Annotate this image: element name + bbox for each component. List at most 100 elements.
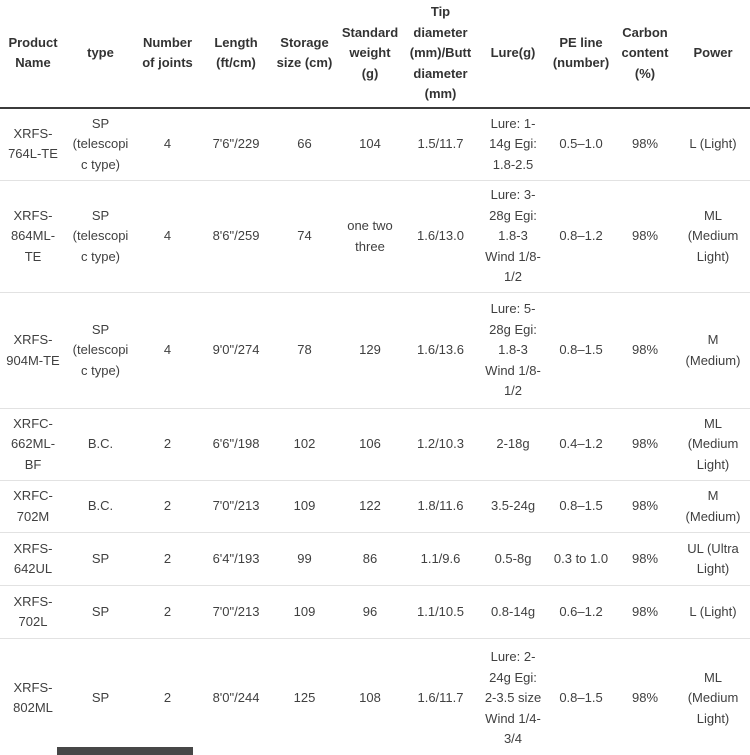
cell-product: XRFS-702L xyxy=(0,585,66,640)
cell-carbon: 98% xyxy=(614,585,676,640)
table-row: XRFS-864ML-TE SP (telescopic type) 4 8'6… xyxy=(0,180,750,294)
cell-joints: 2 xyxy=(135,408,200,482)
cell-tip: 1.6/11.7 xyxy=(417,690,464,706)
cell-product: XRFC-702M xyxy=(0,480,66,534)
header-product-name: Product Name xyxy=(0,0,66,109)
header-length: Length (ft/cm) xyxy=(200,0,272,109)
cell-lure: 3.5-24g xyxy=(478,480,548,534)
cell-pe: 0.8–1.5 xyxy=(548,480,614,534)
cell-product: XRFS-802ML xyxy=(13,679,53,716)
cell-carbon: 98% xyxy=(614,480,676,534)
cell-power: M (Medium) xyxy=(676,292,750,410)
cell-length: 7'0"/213 xyxy=(200,480,272,534)
table-row: XRFS-802ML SP 2 8'0"/244 125 108 1.6/11.… xyxy=(0,639,750,755)
cell-tip: 1.6/13.0 xyxy=(403,180,478,294)
cell-length: 8'6"/259 xyxy=(200,180,272,294)
header-power: Power xyxy=(676,0,750,109)
cell-lure: Lure: 3-28g Egi: 1.8-3 Wind 1/8-1/2 xyxy=(478,180,548,294)
cell-weight: 106 xyxy=(337,408,403,482)
cell-storage: 109 xyxy=(272,585,337,640)
header-pe-line: PE line (number) xyxy=(548,0,614,109)
cell-joints: 2 xyxy=(135,480,200,534)
cell-tip: 1.1/10.5 xyxy=(403,585,478,640)
cell-storage: 102 xyxy=(272,408,337,482)
cell-pe: 0.3 to 1.0 xyxy=(548,532,614,587)
cell-storage: 109 xyxy=(272,480,337,534)
header-lure: Lure(g) xyxy=(478,0,548,109)
cell-tip: 1.8/11.6 xyxy=(403,480,478,534)
cell-type: B.C. xyxy=(66,480,135,534)
cell-lure: Lure: 5-28g Egi: 1.8-3 Wind 1/8-1/2 xyxy=(478,292,548,410)
cell-storage: 125 xyxy=(293,690,316,706)
cell-length: 9'0"/274 xyxy=(200,292,272,410)
cell-carbon: 98% xyxy=(614,532,676,587)
cell-joints: 2 xyxy=(135,532,200,587)
table-header-row: Product Name type Number of joints Lengt… xyxy=(0,0,750,109)
cell-product: XRFS-764L-TE xyxy=(0,107,66,182)
cell-type: SP xyxy=(91,690,110,706)
cell-joints: 2 xyxy=(163,690,172,706)
table-row: XRFS-642UL SP 2 6'4"/193 99 86 1.1/9.6 0… xyxy=(0,532,750,587)
table-row: XRFS-904M-TE SP (telescopic type) 4 9'0"… xyxy=(0,292,750,410)
cell-type: SP xyxy=(66,585,135,640)
cell-storage: 78 xyxy=(272,292,337,410)
cell-power: L (Light) xyxy=(676,107,750,182)
cell-lure: 0.5-8g xyxy=(478,532,548,587)
cell-lure: 2-18g xyxy=(478,408,548,482)
cell-pe: 0.8–1.5 xyxy=(559,690,603,706)
cell-length: 7'0"/213 xyxy=(200,585,272,640)
table-row: XRFS-764L-TE SP (telescopic type) 4 7'6"… xyxy=(0,107,750,182)
cell-pe: 0.6–1.2 xyxy=(548,585,614,640)
cell-lure: Lure: 1-14g Egi: 1.8-2.5 xyxy=(478,107,548,182)
cell-power: UL (Ultra Light) xyxy=(676,532,750,587)
cell-power: L (Light) xyxy=(676,585,750,640)
cell-product: XRFS-864ML-TE xyxy=(0,180,66,294)
cell-length: 7'6"/229 xyxy=(200,107,272,182)
cell-storage: 74 xyxy=(272,180,337,294)
cell-weight: 104 xyxy=(337,107,403,182)
cell-tip: 1.6/13.6 xyxy=(403,292,478,410)
header-tip-butt-diameter: Tip diameter (mm)/Butt diameter (mm) xyxy=(403,0,478,109)
cell-carbon: 98% xyxy=(614,292,676,410)
cell-lure: Lure: 2-24g Egi: 2-3.5 size Wind 1/4-3/4 xyxy=(484,649,542,747)
cell-product: XRFS-642UL xyxy=(0,532,66,587)
header-standard-weight: Standard weight (g) xyxy=(337,0,403,109)
cell-lure: 0.8-14g xyxy=(478,585,548,640)
table-row: XRFC-702M B.C. 2 7'0"/213 109 122 1.8/11… xyxy=(0,480,750,534)
cell-product: XRFS-904M-TE xyxy=(0,292,66,410)
cell-carbon: 98% xyxy=(614,408,676,482)
header-carbon-content: Carbon content (%) xyxy=(614,0,676,109)
cell-weight: 96 xyxy=(337,585,403,640)
header-number-of-joints: Number of joints xyxy=(135,0,200,109)
cell-weight: one two three xyxy=(337,180,403,294)
cell-type: SP (telescopic type) xyxy=(66,180,135,294)
cell-pe: 0.4–1.2 xyxy=(548,408,614,482)
cell-weight: 108 xyxy=(359,690,381,706)
cell-type: SP (telescopic type) xyxy=(66,292,135,410)
cell-weight: 122 xyxy=(337,480,403,534)
cell-joints: 4 xyxy=(135,292,200,410)
cell-type: SP (telescopic type) xyxy=(66,107,135,182)
cell-type: SP xyxy=(66,532,135,587)
cell-carbon: 98% xyxy=(631,690,659,706)
cell-joints: 4 xyxy=(135,180,200,294)
cell-length: 8'0"/244 xyxy=(212,690,260,706)
cell-length: 6'4"/193 xyxy=(200,532,272,587)
cell-tip: 1.1/9.6 xyxy=(403,532,478,587)
cell-power: ML (Medium Light) xyxy=(676,180,750,294)
cell-power: ML (Medium Light) xyxy=(676,408,750,482)
cell-carbon: 98% xyxy=(614,107,676,182)
cell-storage: 66 xyxy=(272,107,337,182)
cell-pe: 0.8–1.2 xyxy=(548,180,614,294)
cell-joints: 2 xyxy=(135,585,200,640)
cell-pe: 0.5–1.0 xyxy=(548,107,614,182)
cell-type: B.C. xyxy=(66,408,135,482)
cell-product: XRFC-662ML-BF xyxy=(0,408,66,482)
cell-power: ML (Medium Light) xyxy=(687,669,739,726)
partial-dark-bar xyxy=(57,747,193,755)
cell-tip: 1.5/11.7 xyxy=(403,107,478,182)
header-storage-size: Storage size (cm) xyxy=(272,0,337,109)
cell-carbon: 98% xyxy=(614,180,676,294)
cell-weight: 86 xyxy=(337,532,403,587)
